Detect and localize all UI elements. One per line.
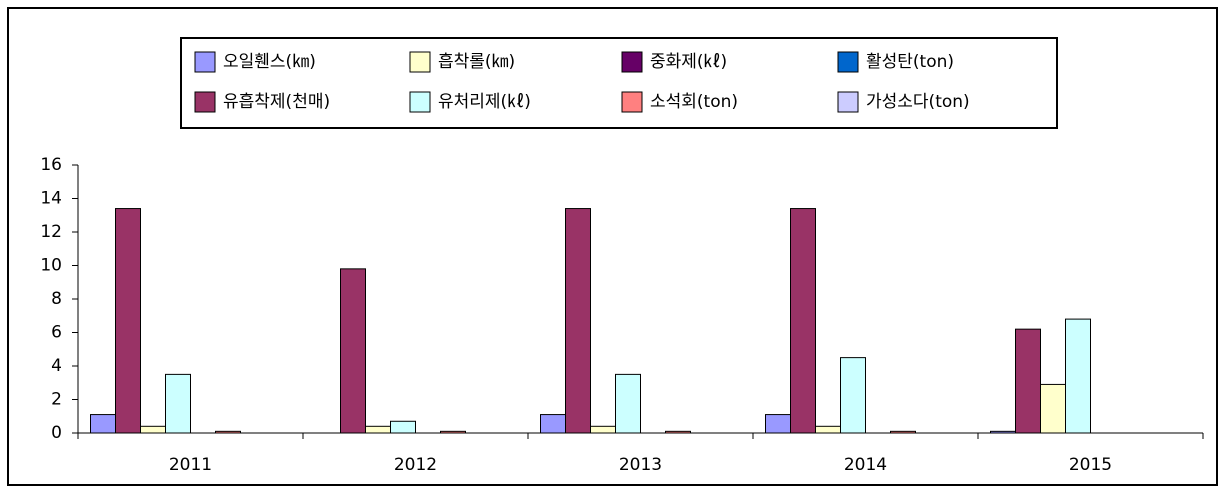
bar	[765, 414, 791, 434]
y-tick-label: 4	[51, 356, 62, 376]
y-tick-label: 16	[40, 155, 62, 175]
y-tick-label: 12	[40, 222, 62, 242]
legend-swatch	[409, 51, 431, 73]
bar	[1065, 318, 1091, 434]
bar	[815, 425, 841, 434]
legend-label: 유흡착제(천매)	[223, 92, 330, 112]
bar	[615, 373, 641, 434]
legend-swatch	[837, 51, 859, 73]
legend-label: 소석회(ton)	[650, 92, 738, 112]
legend-label: 오일휀스(㎞)	[223, 52, 316, 72]
bar	[390, 420, 416, 434]
legend-label: 중화제(㎘)	[650, 52, 727, 72]
y-tick-label: 6	[51, 323, 62, 343]
y-tick-label: 2	[51, 390, 62, 410]
legend-swatch	[194, 91, 216, 113]
bar	[790, 208, 816, 434]
bar	[340, 268, 366, 434]
legend-label: 흡착롤(㎞)	[438, 52, 515, 72]
bar	[990, 430, 1016, 434]
bar	[215, 430, 241, 434]
bar	[665, 430, 691, 434]
x-tick-label: 2012	[394, 455, 437, 475]
y-tick-label: 8	[51, 289, 62, 309]
bar	[440, 430, 466, 434]
legend-label: 활성탄(ton)	[866, 52, 954, 72]
bar	[165, 373, 191, 434]
bar	[90, 414, 116, 434]
bar	[1015, 328, 1041, 434]
legend-label: 가성소다(ton)	[866, 92, 970, 112]
y-tick-label: 0	[51, 423, 62, 443]
bar	[565, 208, 591, 434]
y-tick-label: 14	[40, 189, 62, 209]
x-tick-label: 2013	[619, 455, 662, 475]
legend-swatch	[621, 51, 643, 73]
legend-swatch	[837, 91, 859, 113]
x-tick-label: 2011	[169, 455, 212, 475]
bar	[365, 425, 391, 434]
bar	[1040, 383, 1066, 434]
legend-swatch	[194, 51, 216, 73]
bar	[890, 430, 916, 434]
bar	[840, 357, 866, 434]
bar	[115, 208, 141, 434]
y-tick-label: 10	[40, 256, 62, 276]
x-tick-label: 2014	[844, 455, 887, 475]
bar	[540, 414, 566, 434]
legend-label: 유처리제(㎘)	[438, 92, 531, 112]
bar	[590, 425, 616, 434]
legend-box	[180, 37, 1058, 129]
legend-swatch	[621, 91, 643, 113]
x-tick-label: 2015	[1069, 455, 1112, 475]
bar	[140, 425, 166, 434]
legend-swatch	[409, 91, 431, 113]
